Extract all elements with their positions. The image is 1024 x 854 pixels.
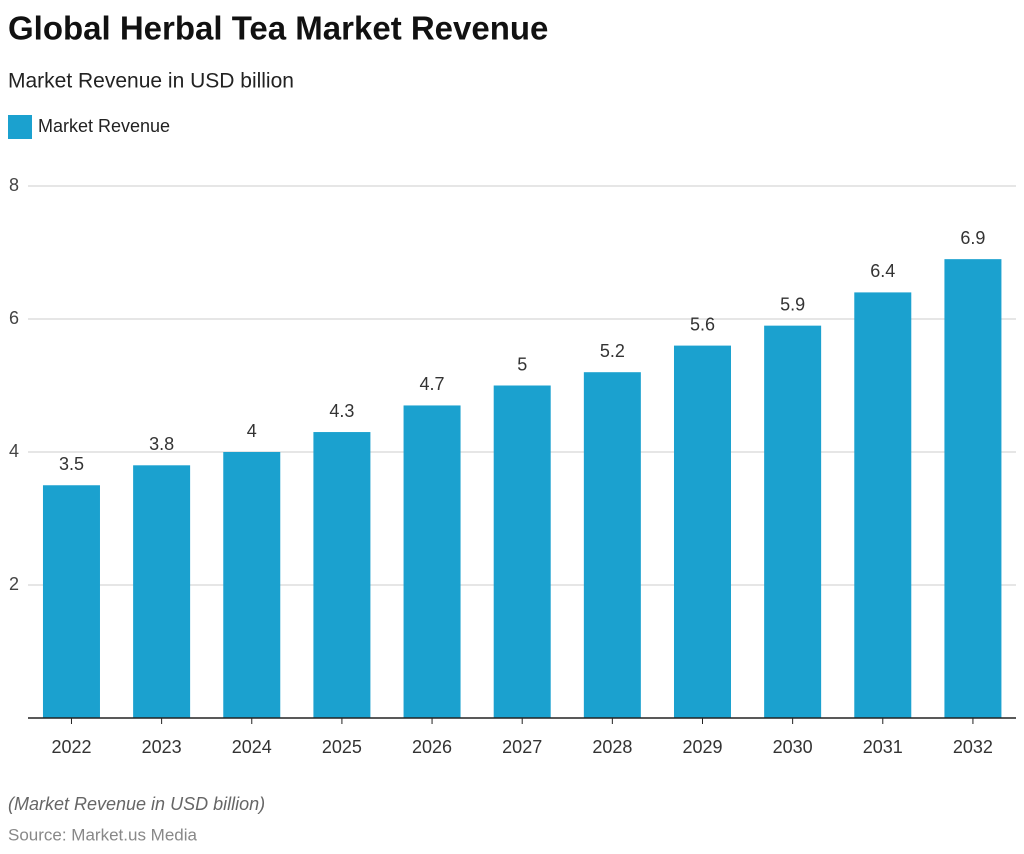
- x-tick-label: 2032: [953, 737, 993, 757]
- data-label: 6.4: [870, 261, 895, 281]
- data-label: 3.5: [59, 454, 84, 474]
- y-tick-label: 6: [9, 308, 19, 328]
- x-tick-label: 2024: [232, 737, 272, 757]
- data-label: 3.8: [149, 434, 174, 454]
- data-label: 4.3: [329, 401, 354, 421]
- bar: [313, 432, 371, 718]
- data-label: 5.6: [690, 314, 715, 334]
- data-label: 4: [247, 421, 257, 441]
- bar: [583, 372, 641, 718]
- bar: [764, 325, 822, 718]
- bar: [133, 465, 191, 718]
- x-tick-label: 2029: [682, 737, 722, 757]
- bar: [854, 292, 912, 718]
- bar: [493, 385, 551, 718]
- x-tick-label: 2028: [592, 737, 632, 757]
- y-tick-label: 8: [9, 175, 19, 195]
- bar: [223, 452, 281, 718]
- data-label: 5.9: [780, 294, 805, 314]
- legend-label: Market Revenue: [38, 116, 170, 136]
- bar: [42, 485, 100, 718]
- x-tick-label: 2022: [51, 737, 91, 757]
- data-label: 5.2: [600, 341, 625, 361]
- chart-title: Global Herbal Tea Market Revenue: [8, 10, 548, 47]
- y-tick-label: 4: [9, 441, 19, 461]
- note: (Market Revenue in USD billion): [8, 794, 265, 814]
- x-tick-label: 2031: [863, 737, 903, 757]
- legend-swatch: [8, 115, 32, 139]
- data-label: 4.7: [420, 374, 445, 394]
- x-tick-label: 2023: [142, 737, 182, 757]
- bar: [673, 345, 731, 718]
- x-tick-label: 2027: [502, 737, 542, 757]
- x-tick-label: 2026: [412, 737, 452, 757]
- y-tick-label: 2: [9, 574, 19, 594]
- x-tick-label: 2025: [322, 737, 362, 757]
- data-label: 6.9: [960, 228, 985, 248]
- x-tick-label: 2030: [773, 737, 813, 757]
- source: Source: Market.us Media: [8, 825, 198, 844]
- bar: [403, 405, 461, 718]
- chart-subtitle: Market Revenue in USD billion: [8, 70, 294, 93]
- data-label: 5: [517, 354, 527, 374]
- bar: [944, 259, 1002, 718]
